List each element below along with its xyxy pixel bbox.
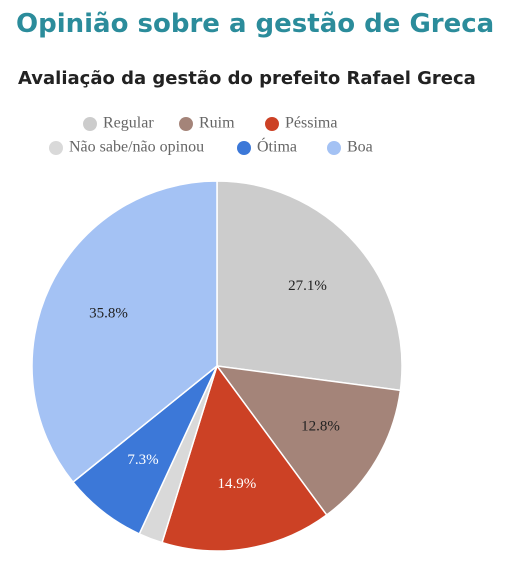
value-label: 27.1% bbox=[288, 278, 327, 294]
legend-label: Péssima bbox=[285, 115, 337, 132]
legend-marker bbox=[265, 117, 279, 131]
pie-slice bbox=[31, 180, 218, 484]
legend-label: Ruim bbox=[199, 115, 235, 132]
value-label: 35.8% bbox=[89, 306, 128, 322]
legend-marker bbox=[83, 117, 97, 131]
legend-label: Não sabe/não opinou bbox=[69, 139, 204, 156]
value-label: 14.9% bbox=[218, 476, 257, 492]
legend-label: Ótima bbox=[257, 137, 297, 156]
legend-label: Boa bbox=[347, 139, 373, 156]
legend-marker bbox=[179, 117, 193, 131]
value-label: 12.8% bbox=[301, 419, 340, 435]
chart-title: Opinião sobre a gestão de Greca bbox=[16, 9, 494, 39]
legend-marker bbox=[237, 141, 251, 155]
value-label: 7.3% bbox=[127, 452, 158, 468]
chart-subtitle: Avaliação da gestão do prefeito Rafael G… bbox=[18, 68, 476, 89]
pie-slice bbox=[216, 180, 403, 392]
legend-label: Regular bbox=[103, 115, 154, 132]
legend-marker bbox=[327, 141, 341, 155]
legend-marker bbox=[49, 141, 63, 155]
pie-slice bbox=[215, 365, 402, 517]
